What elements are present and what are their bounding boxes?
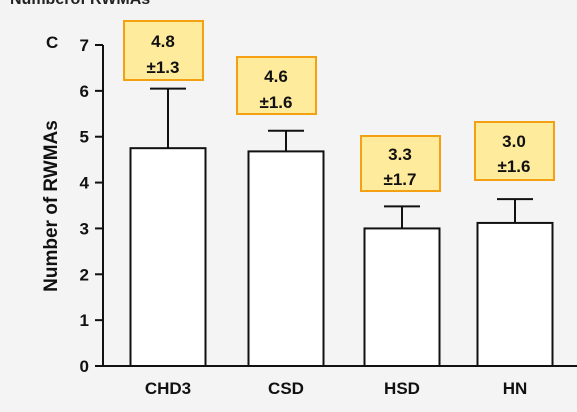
y-tick-label-7: 7 (80, 36, 89, 55)
x-tick-label-hsd: HSD (384, 379, 420, 398)
panel-label: C (46, 33, 58, 52)
y-tick-label-0: 0 (80, 357, 89, 376)
y-tick-label-4: 4 (80, 174, 90, 193)
annotation-box-chd3 (123, 20, 204, 81)
annotation-text-chd3-2: ±1.3 (147, 58, 180, 77)
annotation-text-csd-1: 4.6 (264, 67, 288, 86)
annotation-text-hsd-1: 3.3 (388, 145, 412, 164)
bar-csd (247, 150, 325, 367)
bar-hn (476, 221, 554, 367)
annotation-text-chd3-1: 4.8 (151, 32, 175, 51)
x-tick-label-chd3: CHD3 (145, 379, 191, 398)
annotation-box-csd (236, 56, 317, 115)
annotation-text-hn-2: ±1.6 (498, 157, 531, 176)
y-tick-label-3: 3 (80, 219, 89, 238)
y-tick-label-5: 5 (80, 128, 89, 147)
annotation-box-hn (474, 121, 555, 181)
bar-chd3 (129, 147, 207, 367)
chart-area: C Number of RWMAs 0 1 2 3 4 5 6 7 CHD3 CSD HSD HN 4.8 ±… (0, 20, 577, 412)
annotation-text-csd-2: ±1.6 (260, 93, 293, 112)
annotation-text-hn-1: 3.0 (502, 132, 526, 151)
annotation-text-hsd-2: ±1.7 (384, 170, 417, 189)
x-tick-label-hn: HN (503, 379, 528, 398)
y-tick-label-2: 2 (80, 265, 89, 284)
bar-chart: C Number of RWMAs 0 1 2 3 4 5 6 7 CHD3 CSD HSD HN 4.8 ±… (0, 20, 577, 412)
y-axis-label: Number of RWMAs (41, 120, 62, 292)
bar-hsd (363, 227, 441, 367)
y-tick-label-1: 1 (80, 311, 89, 330)
x-tick-label-csd: CSD (268, 379, 304, 398)
y-tick-label-6: 6 (80, 82, 89, 101)
annotation-box-hsd (360, 135, 441, 192)
